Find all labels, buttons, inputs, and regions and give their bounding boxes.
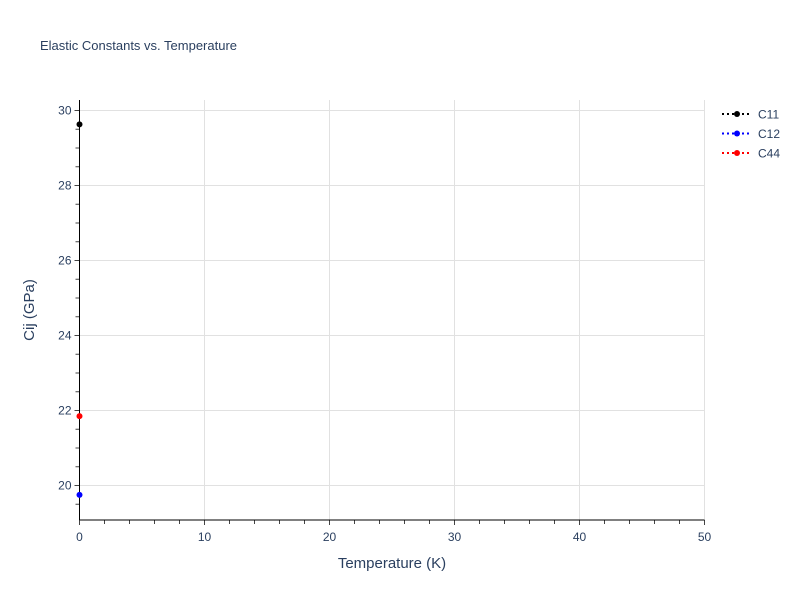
y-tick-label: 26 <box>58 254 72 268</box>
x-tick-label: 10 <box>198 530 212 544</box>
legend-marker <box>734 150 740 156</box>
x-tick-label: 50 <box>698 530 712 544</box>
legend-label: C12 <box>758 127 780 141</box>
legend[interactable]: C11 C12 C44 <box>722 108 780 161</box>
y-axis-label: Cij (GPa) <box>21 279 38 341</box>
data-point-c44 <box>76 413 83 420</box>
y-tick-label: 22 <box>58 404 72 418</box>
legend-item-c12[interactable]: C12 <box>722 127 780 141</box>
chart-title: Elastic Constants vs. Temperature <box>40 38 237 53</box>
legend-marker <box>734 111 740 117</box>
x-tick-label: 40 <box>573 530 587 544</box>
grid <box>79 100 705 520</box>
axes: 0 10 20 30 40 50 20 22 24 26 28 30 <box>58 100 711 544</box>
data-point-c12 <box>76 491 83 498</box>
x-axis-label: Temperature (K) <box>338 555 446 572</box>
legend-item-c44[interactable]: C44 <box>722 147 780 161</box>
data-point-c11 <box>76 121 83 128</box>
data-points <box>76 121 83 498</box>
y-tick-label: 30 <box>58 104 72 118</box>
y-tick-label: 28 <box>58 179 72 193</box>
legend-label: C11 <box>758 108 779 122</box>
legend-item-c11[interactable]: C11 <box>722 108 779 122</box>
y-tick-label: 20 <box>58 479 72 493</box>
x-tick-label: 30 <box>448 530 462 544</box>
y-tick-label: 24 <box>58 329 72 343</box>
x-tick-label: 20 <box>323 530 337 544</box>
x-tick-label: 0 <box>76 530 83 544</box>
legend-marker <box>734 130 740 137</box>
legend-label: C44 <box>758 147 780 161</box>
